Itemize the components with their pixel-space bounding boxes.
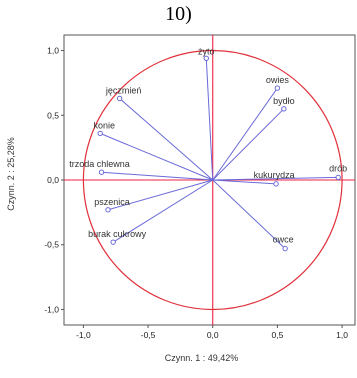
vector-owce xyxy=(212,179,286,249)
vector-jęczmień xyxy=(119,98,214,181)
vector-owies xyxy=(212,87,278,181)
point-konie xyxy=(97,130,103,137)
label-bydło: bydło xyxy=(273,96,295,106)
x-tick-label: 1,0 xyxy=(336,330,348,340)
vector-burak-cukrowy xyxy=(112,179,213,243)
vector-żyto xyxy=(205,58,214,181)
figure-number: 10) xyxy=(165,3,192,25)
y-tick-label: 0,0 xyxy=(47,175,59,185)
label-owies: owies xyxy=(266,75,290,85)
point-owce xyxy=(282,245,288,252)
x-tick-label: 0,5 xyxy=(271,330,283,340)
label-kukurydza: kukurydza xyxy=(254,170,295,180)
plot-area xyxy=(64,35,355,325)
x-tick-label: -1,0 xyxy=(76,330,91,340)
label-pszenica: pszenica xyxy=(94,197,130,207)
x-tick-label: -0,5 xyxy=(141,330,156,340)
point-pszenica xyxy=(105,207,111,213)
vector-drób xyxy=(212,176,339,181)
x-tick-label: 0,0 xyxy=(207,330,219,340)
label-żyto: żyto xyxy=(198,46,215,56)
y-tick-label: 0,5 xyxy=(47,110,59,120)
vector-bydło xyxy=(212,108,285,181)
label-konie: konie xyxy=(93,120,115,130)
point-burak-cukrowy xyxy=(110,239,116,245)
point-trzoda-chlewna xyxy=(98,169,105,175)
point-kukurydza xyxy=(273,181,279,187)
y-tick-label: 1,0 xyxy=(47,46,59,56)
point-żyto xyxy=(203,55,209,62)
vector-trzoda-chlewna xyxy=(101,171,213,181)
vector-kukurydza xyxy=(212,179,277,185)
point-owies xyxy=(274,85,281,91)
point-drób xyxy=(335,174,341,181)
label-jęczmień: jęczmień xyxy=(105,85,142,95)
y-tick-label: -1,0 xyxy=(44,304,59,314)
label-trzoda-chlewna: trzoda chlewna xyxy=(69,159,130,169)
label-drób: drób xyxy=(329,163,347,173)
label-burak-cukrowy: burak cukrowy xyxy=(88,229,147,239)
y-tick-label: -0,5 xyxy=(44,240,59,250)
vector-pszenica xyxy=(107,179,213,211)
y-axis-label: Czynn. 2 : 25,28% xyxy=(6,137,16,211)
vector-konie xyxy=(100,132,213,181)
label-owce: owce xyxy=(273,235,294,245)
point-jęczmień xyxy=(116,95,123,102)
x-axis-label: Czynn. 1 : 49,42% xyxy=(165,353,239,363)
point-bydło xyxy=(281,106,287,112)
